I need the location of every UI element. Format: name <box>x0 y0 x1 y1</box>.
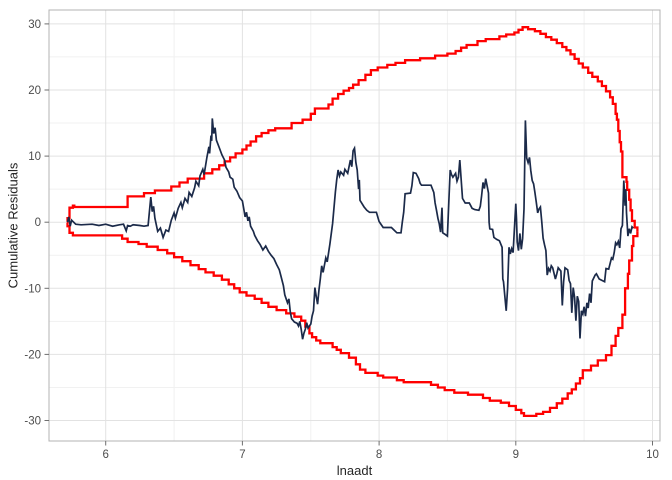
x-tick-label: 6 <box>102 449 108 461</box>
simulation-envelope-upper-line <box>66 26 639 232</box>
panel-border <box>48 9 661 442</box>
x-tick-label: 9 <box>513 449 519 461</box>
y-tick-label: 0 <box>35 217 41 229</box>
x-axis-title: lnaadt <box>336 463 373 478</box>
y-tick-label: 10 <box>28 151 41 163</box>
y-tick-label: 30 <box>28 19 41 31</box>
x-tick-label: 7 <box>239 449 245 461</box>
x-tick-label: 10 <box>646 449 659 461</box>
simulation-envelope-lower-line <box>66 221 639 418</box>
y-tick-label: -10 <box>24 283 41 295</box>
y-tick-label: -20 <box>24 349 41 361</box>
panel-background <box>49 10 660 441</box>
cumulative-residual-process-line <box>66 118 634 340</box>
x-tick-label: 8 <box>376 449 382 461</box>
y-tick-label: 20 <box>28 85 41 97</box>
y-tick-label: -30 <box>24 416 41 428</box>
y-axis-title: Cumulative Residuals <box>5 162 21 289</box>
